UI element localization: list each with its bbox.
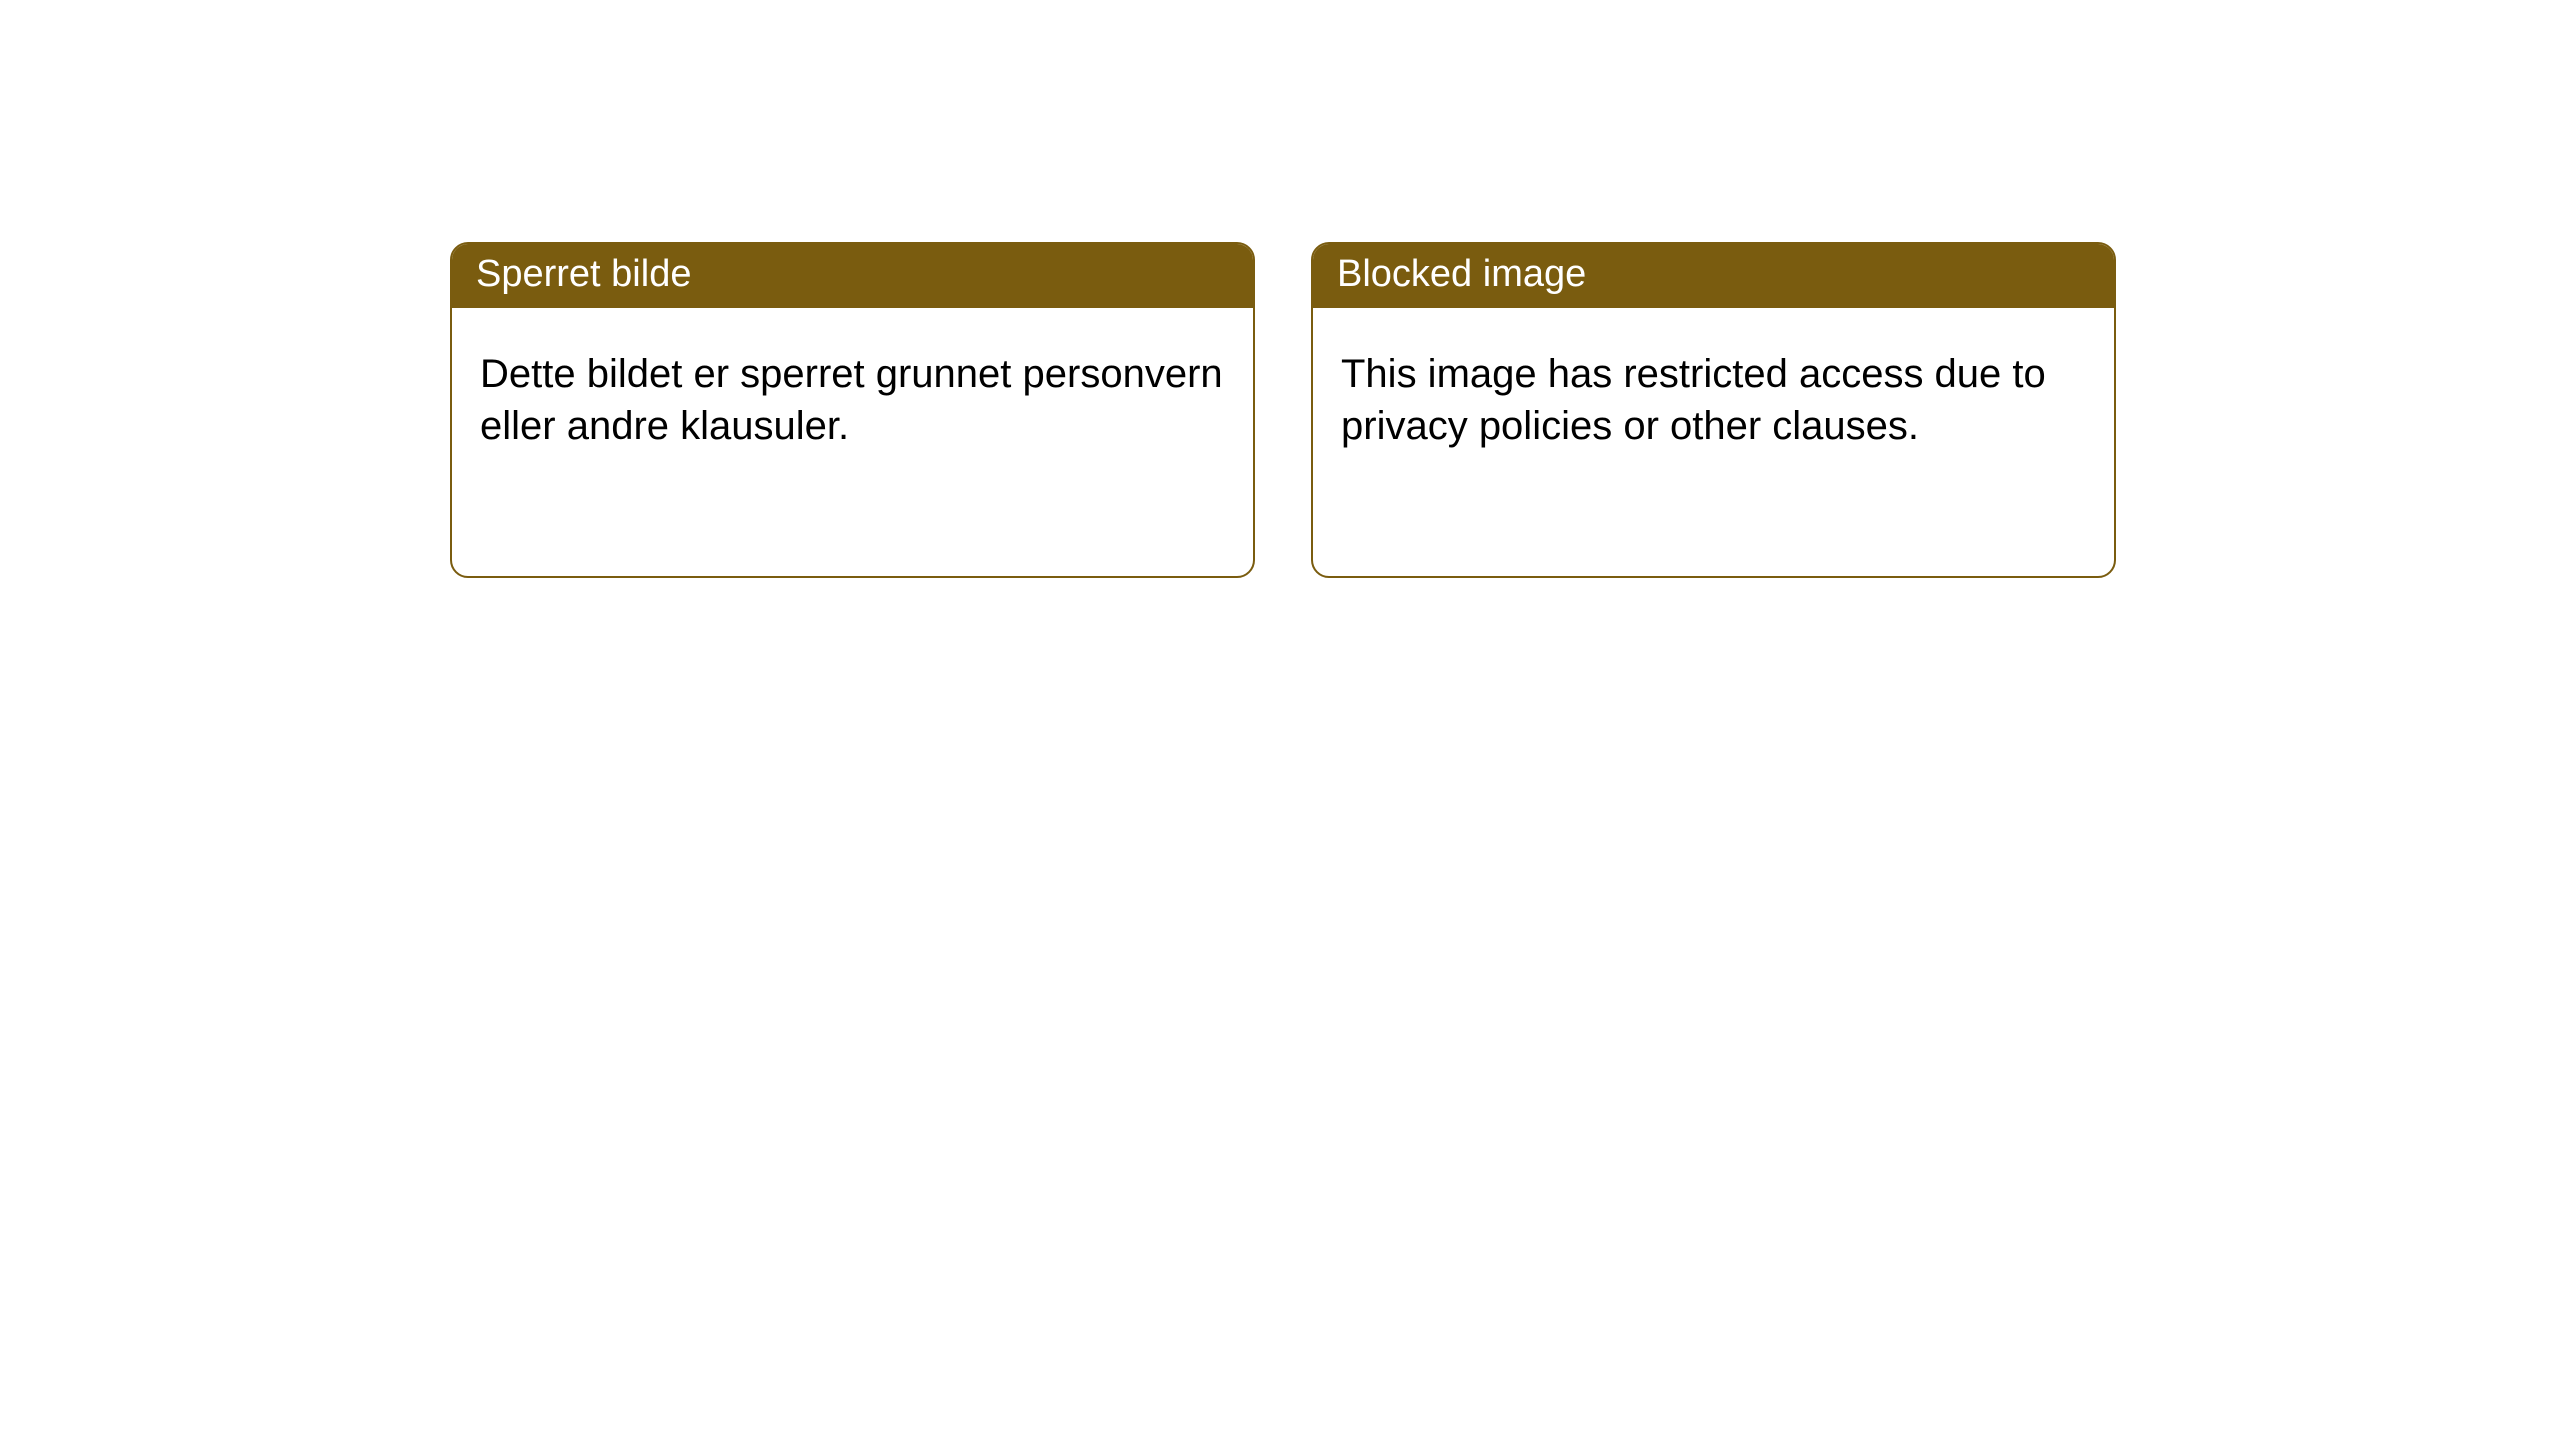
notice-card-english: Blocked image This image has restricted … [1311,242,2116,578]
notice-message: Dette bildet er sperret grunnet personve… [480,352,1223,448]
notice-card-header: Blocked image [1313,244,2114,308]
notice-message: This image has restricted access due to … [1341,352,2046,448]
notice-card-body: Dette bildet er sperret grunnet personve… [452,308,1253,492]
notice-title: Blocked image [1337,253,1586,295]
notice-card-body: This image has restricted access due to … [1313,308,2114,492]
notice-card-norwegian: Sperret bilde Dette bildet er sperret gr… [450,242,1255,578]
notice-card-header: Sperret bilde [452,244,1253,308]
notice-title: Sperret bilde [476,253,691,295]
notice-container: Sperret bilde Dette bildet er sperret gr… [0,0,2560,578]
